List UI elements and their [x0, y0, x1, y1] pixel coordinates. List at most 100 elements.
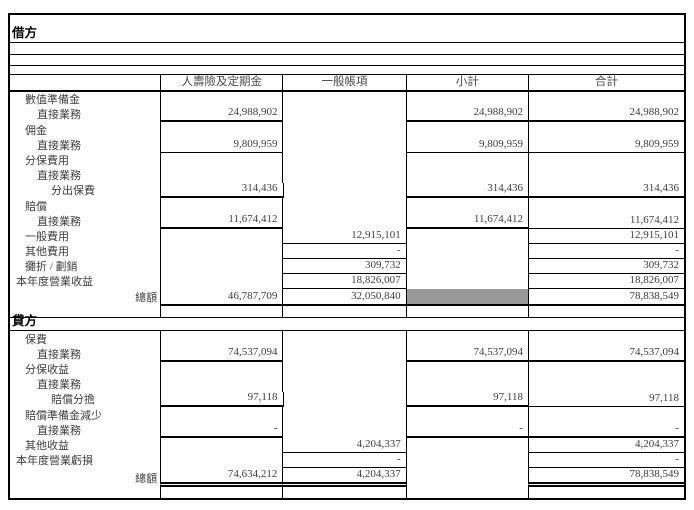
row-label: 直接業務 — [37, 109, 81, 122]
row-label: 分保費用 — [25, 154, 69, 167]
debit-total-row: 總額 46,787,709 32,050,840 78,838,549 — [10, 289, 685, 307]
value-cell — [160, 259, 282, 275]
value-cell — [527, 92, 684, 108]
table-row: 賠償分擔 97,118 97,118 97,118 — [10, 392, 684, 408]
value-cell: 74,634,212 — [160, 468, 283, 488]
value-cell: 97,118 — [527, 392, 684, 408]
table-row: 保費 — [10, 331, 684, 347]
credit-total-row: 總額 74,634,212 4,204,337 78,838,549 — [10, 468, 685, 488]
row-label: 直接業務 — [37, 379, 81, 392]
value-cell — [282, 107, 405, 123]
value-cell: 309,732 — [527, 259, 685, 275]
value-cell — [160, 452, 282, 469]
value-cell: 4,204,337 — [527, 437, 685, 453]
value-cell — [527, 152, 684, 168]
value-cell: 12,915,101 — [282, 228, 406, 244]
value-cell — [405, 437, 528, 453]
total-label: 總額 — [135, 292, 158, 305]
spacer-cell — [527, 487, 684, 499]
value-cell — [405, 243, 528, 260]
value-cell: - — [527, 243, 685, 260]
value-cell — [282, 198, 405, 214]
value-cell: 4,204,337 — [282, 468, 406, 488]
value-cell: 24,988,902 — [160, 107, 283, 123]
debit-section-title: 借方 — [12, 26, 38, 40]
row-label: 直接業務 — [37, 139, 81, 152]
row-label: 分出保費 — [51, 185, 95, 198]
value-cell — [405, 152, 528, 168]
value-cell: - — [160, 422, 283, 438]
value-cell: 18,826,007 — [527, 274, 684, 290]
table-row: 直接業務 11,674,412 11,674,412 11,674,412 — [10, 213, 684, 229]
value-cell: 309,732 — [282, 259, 406, 275]
row-label: 其他收益 — [25, 439, 69, 452]
value-cell — [160, 92, 282, 108]
spacer-row — [10, 66, 684, 75]
credit-section-title: 貸方 — [12, 314, 38, 329]
value-cell: 4,204,337 — [282, 437, 406, 453]
column-header-grand-total: 合計 — [527, 75, 684, 90]
value-cell — [405, 167, 528, 184]
table-row: 分保費用 — [10, 152, 684, 168]
value-cell — [282, 167, 405, 184]
value-cell — [527, 167, 684, 184]
spacer-row — [10, 306, 684, 319]
value-cell: 32,050,840 — [282, 289, 406, 307]
value-cell: - — [282, 243, 406, 260]
row-label: 攤折 / 劃銷 — [25, 261, 78, 274]
value-cell — [405, 198, 528, 214]
spacer-row — [10, 487, 684, 499]
spacer-row — [10, 43, 684, 55]
value-cell — [282, 152, 405, 168]
value-cell — [527, 198, 684, 214]
value-cell — [405, 122, 528, 138]
value-cell — [160, 228, 282, 244]
value-cell — [405, 259, 528, 275]
column-header-general-accounts: 一般帳項 — [282, 75, 405, 90]
debit-section-title-row: 借方 — [10, 15, 684, 43]
table-row: 佣金 — [10, 122, 684, 138]
table-row: 直接業務 - - - — [10, 422, 684, 438]
table-row: 本年度營業虧損 - - — [10, 452, 684, 469]
value-cell: - — [527, 422, 684, 438]
value-cell — [160, 167, 282, 184]
table-row: 賠償準備金減少 — [10, 407, 684, 423]
column-header-subtotal: 小計 — [405, 75, 528, 90]
value-cell — [527, 407, 684, 423]
value-cell: 97,118 — [160, 392, 283, 408]
value-cell — [282, 331, 405, 347]
value-cell — [405, 228, 528, 244]
row-label: 直接業務 — [37, 170, 81, 183]
value-cell — [405, 377, 528, 393]
value-cell — [527, 377, 684, 393]
value-cell — [405, 468, 528, 488]
value-cell — [282, 361, 405, 377]
value-cell: 97,118 — [405, 392, 528, 408]
spacer-cell — [527, 306, 684, 318]
table-row: 其他費用 - - — [10, 243, 685, 260]
value-cell — [160, 361, 282, 377]
value-cell: 78,838,549 — [527, 468, 685, 488]
value-cell: 74,537,094 — [405, 346, 528, 362]
credit-rows: 保費 直接業務 74,537,094 74,537,094 74,537,094 分保收益… — [10, 331, 685, 469]
value-cell: 12,915,101 — [527, 228, 685, 244]
value-cell — [282, 137, 405, 153]
value-cell — [405, 407, 528, 423]
table-row: 直接業務 74,537,094 74,537,094 74,537,094 — [10, 346, 684, 362]
spacer-cell — [405, 306, 528, 318]
value-cell: 9,809,959 — [405, 137, 528, 153]
row-label: 直接業務 — [37, 348, 81, 361]
row-label: 賠償 — [25, 200, 47, 213]
row-label: 直接業務 — [37, 424, 81, 437]
value-cell — [282, 183, 406, 199]
value-cell — [527, 361, 684, 377]
value-cell — [282, 407, 405, 423]
total-label: 總額 — [135, 473, 158, 486]
accounting-statement-table: 借方 人壽險及定期金 一般帳項 小計 合計 數值準備金 直接業務 24,988,90… — [8, 13, 686, 501]
value-cell: 11,674,412 — [527, 213, 684, 229]
value-cell — [405, 92, 528, 108]
table-row: 直接業務 — [10, 377, 684, 393]
table-row: 直接業務 24,988,902 24,988,902 24,988,902 — [10, 107, 684, 123]
spacer-cell — [160, 306, 282, 318]
column-header-row: 人壽險及定期金 一般帳項 小計 合計 — [10, 75, 684, 92]
